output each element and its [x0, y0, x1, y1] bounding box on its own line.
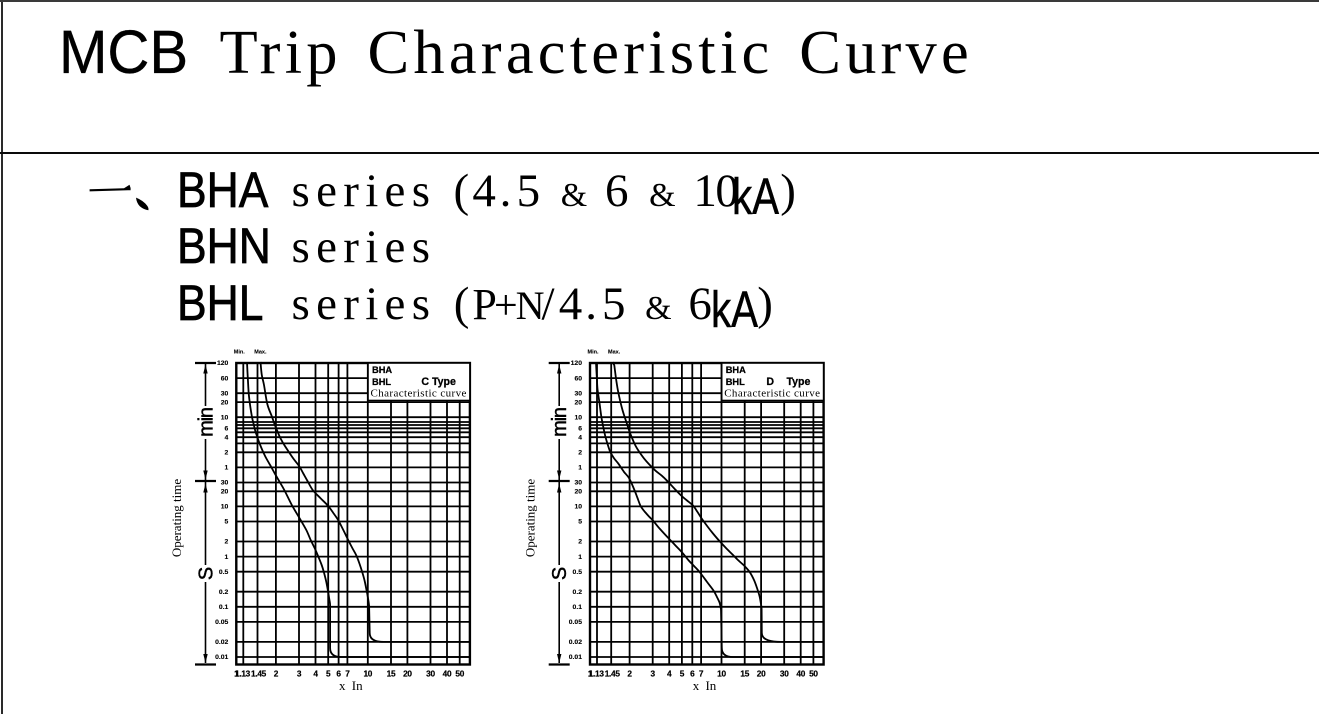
svg-text:20: 20 [574, 399, 582, 406]
svg-text:0.1: 0.1 [573, 604, 583, 611]
svg-text:0.01: 0.01 [215, 654, 228, 661]
svg-text:15: 15 [740, 669, 749, 679]
svg-text:min: min [549, 408, 571, 437]
svg-text:30: 30 [221, 390, 229, 397]
svg-text:5: 5 [326, 669, 331, 679]
svg-text:20: 20 [221, 489, 229, 496]
svg-text:C Type: C Type [421, 376, 456, 388]
svg-text:0.5: 0.5 [219, 569, 229, 576]
svg-text:4: 4 [313, 669, 318, 679]
svg-text:6: 6 [690, 669, 695, 679]
svg-text:10: 10 [717, 669, 726, 679]
svg-text:40: 40 [796, 669, 805, 679]
svg-text:1: 1 [234, 669, 239, 679]
svg-text:4: 4 [578, 434, 582, 441]
svg-text:5: 5 [225, 519, 229, 526]
svg-text:4: 4 [225, 434, 229, 441]
svg-text:5: 5 [680, 669, 685, 679]
svg-text:7: 7 [345, 669, 350, 679]
svg-text:Characteristic curve: Characteristic curve [371, 387, 467, 399]
svg-text:BHA: BHA [372, 365, 392, 375]
svg-text:1.13: 1.13 [235, 669, 251, 679]
svg-text:Operating time: Operating time [169, 479, 184, 558]
svg-text:Characteristic curve: Characteristic curve [724, 387, 820, 399]
svg-text:D Type: D Type [766, 376, 810, 388]
svg-text:Operating time: Operating time [523, 479, 538, 558]
svg-text:2: 2 [627, 669, 632, 679]
svg-text:min: min [196, 408, 218, 437]
svg-text:6: 6 [578, 426, 582, 433]
svg-text:0.2: 0.2 [219, 589, 229, 596]
svg-text:20: 20 [574, 489, 582, 496]
svg-text:6: 6 [225, 426, 229, 433]
svg-text:1: 1 [578, 465, 582, 472]
svg-text:2: 2 [578, 450, 582, 457]
svg-text:30: 30 [426, 669, 435, 679]
svg-text:3: 3 [297, 669, 302, 679]
svg-text:10: 10 [574, 414, 582, 421]
svg-text:7: 7 [699, 669, 704, 679]
svg-text:2: 2 [225, 450, 229, 457]
svg-text:10: 10 [574, 504, 582, 511]
svg-text:0.1: 0.1 [219, 604, 229, 611]
svg-text:20: 20 [757, 669, 766, 679]
svg-text:20: 20 [403, 669, 412, 679]
svg-text:6: 6 [336, 669, 341, 679]
svg-text:0.5: 0.5 [573, 569, 583, 576]
svg-text:0.02: 0.02 [569, 639, 582, 646]
svg-text:Max.: Max. [608, 350, 621, 356]
svg-text:1: 1 [225, 554, 229, 561]
svg-text:2: 2 [225, 539, 229, 546]
svg-text:50: 50 [455, 669, 464, 679]
svg-text:120: 120 [217, 360, 229, 367]
svg-text:0.05: 0.05 [215, 619, 228, 626]
svg-text:10: 10 [363, 669, 372, 679]
svg-text:Min.: Min. [234, 350, 245, 356]
svg-text:Max.: Max. [254, 350, 267, 356]
svg-text:30: 30 [574, 390, 582, 397]
svg-text:4: 4 [667, 669, 672, 679]
svg-text:x In: x In [339, 678, 363, 693]
svg-text:BHA: BHA [726, 365, 746, 375]
svg-text:10: 10 [221, 504, 229, 511]
svg-text:1.13: 1.13 [589, 669, 605, 679]
svg-text:5: 5 [578, 519, 582, 526]
svg-text:Min.: Min. [588, 350, 599, 356]
svg-text:S: S [196, 567, 218, 580]
svg-text:60: 60 [221, 375, 229, 382]
svg-text:1: 1 [588, 669, 593, 679]
svg-text:0.02: 0.02 [215, 639, 228, 646]
svg-text:2: 2 [274, 669, 279, 679]
svg-text:10: 10 [221, 414, 229, 421]
svg-text:60: 60 [574, 375, 582, 382]
svg-text:30: 30 [221, 480, 229, 487]
svg-text:3: 3 [651, 669, 656, 679]
svg-text:1: 1 [578, 554, 582, 561]
svg-text:S: S [549, 567, 571, 580]
svg-text:BHL: BHL [372, 377, 391, 387]
svg-text:1: 1 [225, 465, 229, 472]
svg-text:20: 20 [221, 399, 229, 406]
svg-text:1.45: 1.45 [605, 669, 621, 679]
svg-text:50: 50 [809, 669, 818, 679]
svg-text:0.2: 0.2 [573, 589, 583, 596]
svg-text:0.01: 0.01 [569, 654, 582, 661]
svg-text:BHL: BHL [726, 377, 745, 387]
svg-text:15: 15 [387, 669, 396, 679]
svg-text:2: 2 [578, 539, 582, 546]
svg-text:120: 120 [571, 360, 583, 367]
svg-text:30: 30 [780, 669, 789, 679]
svg-text:30: 30 [574, 480, 582, 487]
svg-text:0.05: 0.05 [569, 619, 582, 626]
svg-text:x In: x In [693, 678, 717, 693]
svg-text:1.45: 1.45 [251, 669, 267, 679]
svg-text:40: 40 [443, 669, 452, 679]
